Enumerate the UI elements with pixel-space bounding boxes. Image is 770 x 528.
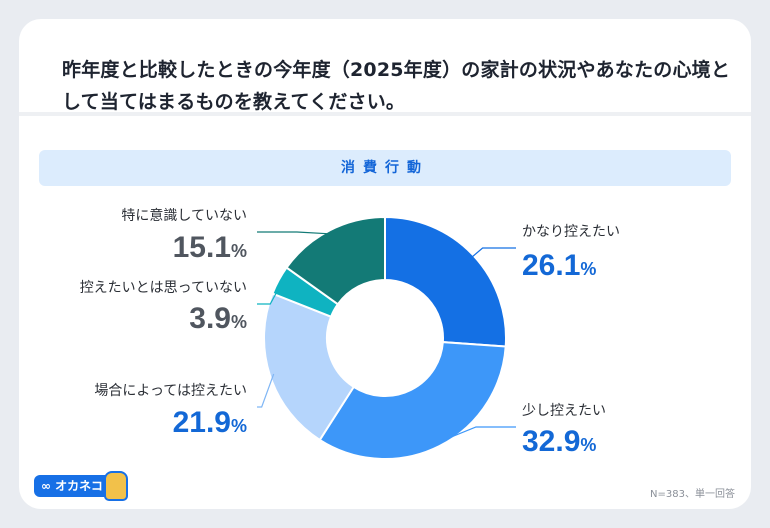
donut-chart: かなり控えたい 26.1% 少し控えたい 32.9% 場合によっては控えたい 21.9% 控… (80, 207, 620, 460)
survey-card: 昨年度と比較したときの今年度（2025年度）の家計の状況やあなたの心境として当て… (19, 19, 751, 509)
leader-line-2 (437, 426, 516, 444)
slice-2 (318, 341, 507, 460)
brand-logo: ∞ オカネコ (34, 471, 128, 501)
slice-label-1: かなり控えたい (522, 224, 620, 240)
slice-value-4: 3.9% (189, 302, 247, 335)
sample-size-note: N=383、単一回答 (650, 489, 735, 500)
question-title: 昨年度と比較したときの今年度（2025年度）の家計の状況やあなたの心境として当て… (62, 59, 731, 113)
leader-line-4 (257, 281, 283, 305)
slice-value-2: 32.9% (522, 425, 596, 458)
leader-line-1 (470, 247, 516, 259)
slice-1 (384, 215, 507, 348)
brand-name: ∞ オカネコ (41, 479, 103, 493)
divider (19, 112, 751, 116)
section-title: 消費行動 (39, 150, 731, 186)
leader-line-5 (257, 231, 332, 235)
slice-label-5: 特に意識していない (121, 207, 247, 224)
leader-line-3 (257, 373, 275, 408)
slice-5 (285, 215, 386, 306)
slice-3 (263, 292, 356, 442)
chart-leader-lines (257, 231, 516, 444)
slice-value-1: 26.1% (522, 249, 596, 282)
slice-label-2: 少し控えたい (522, 403, 606, 419)
chart-labels: かなり控えたい 26.1% 少し控えたい 32.9% 場合によっては控えたい 21.9% 控… (80, 207, 620, 458)
slice-value-3: 21.9% (173, 406, 247, 439)
slice-label-4: 控えたいとは思っていない (80, 280, 247, 296)
slice-value-5: 15.1% (173, 231, 247, 264)
chart-slices (263, 215, 507, 460)
mascot-icon (103, 471, 128, 501)
slice-label-3: 場合によっては控えたい (94, 383, 247, 399)
